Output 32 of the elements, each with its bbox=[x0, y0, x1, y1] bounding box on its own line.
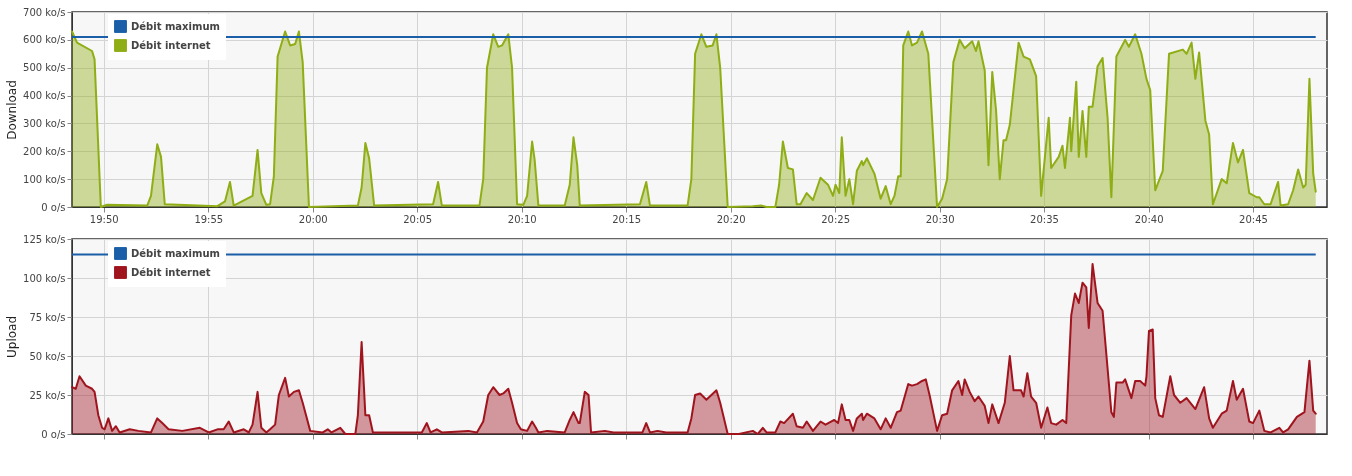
y-tick-label: 25 ko/s bbox=[29, 389, 66, 401]
legend-label: Débit maximum bbox=[131, 20, 220, 32]
legend-label: Débit maximum bbox=[131, 247, 220, 259]
y-axis-title: Upload bbox=[5, 315, 20, 359]
y-tick-label: 125 ko/s bbox=[23, 233, 66, 245]
y-tick-label: 100 ko/s bbox=[23, 173, 66, 185]
x-tick-label: 20:05 bbox=[403, 213, 433, 225]
x-tick-label: 20:20 bbox=[716, 213, 746, 225]
x-tick-label: 19:55 bbox=[194, 213, 224, 225]
y-tick-label: 0 o/s bbox=[41, 201, 66, 213]
x-tick-label: 19:50 bbox=[89, 213, 119, 225]
x-tick-label: 20:40 bbox=[1134, 213, 1164, 225]
x-tick-label: 20:15 bbox=[612, 213, 642, 225]
y-tick-label: 0 o/s bbox=[41, 428, 66, 440]
x-tick-label: 20:35 bbox=[1030, 213, 1059, 225]
y-tick-label: 700 ko/s bbox=[23, 6, 66, 18]
y-tick-label: 300 ko/s bbox=[23, 117, 66, 129]
legend-label: Débit internet bbox=[131, 266, 211, 278]
x-tick-label: 20:25 bbox=[821, 213, 851, 225]
y-tick-label: 200 ko/s bbox=[23, 145, 66, 157]
x-tick-label: 20:45 bbox=[1239, 213, 1268, 225]
legend-label: Débit internet bbox=[131, 39, 211, 51]
x-tick-label: 20:30 bbox=[925, 213, 955, 225]
x-tick-label: 20:00 bbox=[298, 213, 328, 225]
y-tick-label: 500 ko/s bbox=[23, 62, 66, 74]
y-tick-label: 50 ko/s bbox=[29, 350, 66, 362]
y-tick-label: 100 ko/s bbox=[23, 272, 66, 284]
y-tick-label: 400 ko/s bbox=[23, 90, 66, 102]
y-tick-label: 75 ko/s bbox=[29, 311, 66, 323]
y-axis-title: Download bbox=[5, 80, 20, 140]
x-tick-label: 20:10 bbox=[507, 213, 537, 225]
y-tick-label: 600 ko/s bbox=[23, 34, 66, 46]
